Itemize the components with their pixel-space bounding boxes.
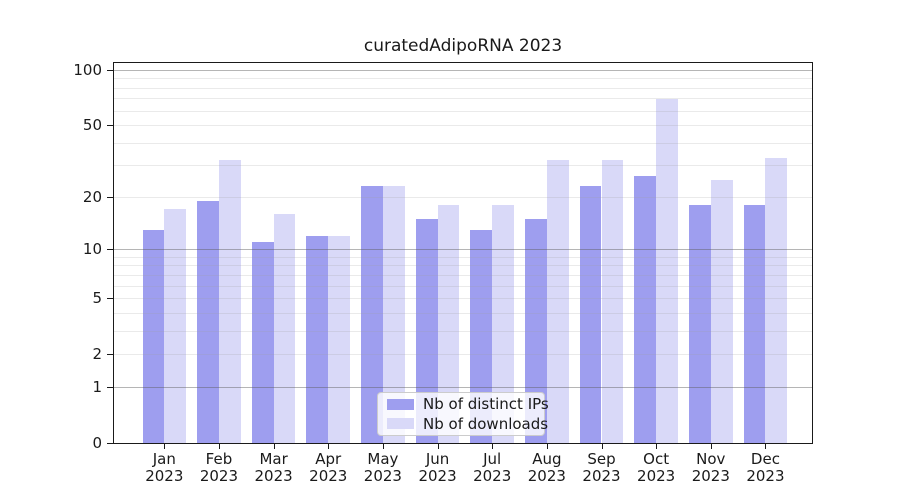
x-tick-label: Feb 2023 bbox=[199, 450, 239, 485]
x-tick-mark bbox=[492, 444, 494, 449]
x-tick-mark bbox=[382, 444, 384, 449]
y-tick-label: 20 bbox=[82, 187, 102, 206]
bar-distinct-ips bbox=[306, 235, 329, 443]
bar-distinct-ips bbox=[525, 218, 547, 443]
bar-downloads bbox=[382, 186, 405, 443]
bar-distinct-ips bbox=[197, 200, 219, 443]
x-tick-label: Aug 2023 bbox=[527, 450, 566, 485]
y-tick-label: 100 bbox=[73, 60, 102, 79]
x-tick-mark bbox=[656, 444, 658, 449]
x-tick-label: Oct 2023 bbox=[637, 450, 676, 485]
legend-swatch-distinct-ips bbox=[387, 398, 414, 410]
y-tick-label: 10 bbox=[82, 240, 102, 259]
x-tick-mark bbox=[164, 444, 166, 449]
bar-downloads bbox=[218, 160, 241, 443]
y-tick-mark bbox=[107, 298, 113, 300]
legend-label-distinct-ips: Nb of distinct IPs bbox=[423, 395, 549, 414]
x-tick-label: Jul 2023 bbox=[473, 450, 512, 485]
minor-gridline bbox=[114, 142, 812, 144]
x-tick-mark bbox=[546, 444, 548, 449]
legend-item-distinct-ips: Nb of distinct IPs bbox=[378, 395, 549, 413]
y-tick-label: 0 bbox=[92, 434, 102, 452]
y-tick-label: 5 bbox=[92, 289, 102, 308]
minor-gridline bbox=[114, 87, 812, 89]
bar-downloads bbox=[765, 157, 788, 443]
bar-downloads bbox=[437, 204, 460, 443]
bar-downloads bbox=[601, 160, 624, 443]
y-tick-mark bbox=[107, 249, 113, 251]
bar-downloads bbox=[328, 235, 351, 443]
plot-area: Nb of distinct IPs Nb of downloads bbox=[113, 62, 813, 444]
x-tick-label: Dec 2023 bbox=[746, 450, 785, 485]
minor-gridline bbox=[114, 78, 812, 80]
bar-distinct-ips bbox=[689, 204, 711, 443]
x-tick-mark bbox=[328, 444, 330, 449]
x-tick-label: May 2023 bbox=[363, 450, 402, 485]
major-gridline bbox=[114, 69, 812, 71]
y-tick-label: 50 bbox=[82, 116, 102, 135]
x-tick-label: Jun 2023 bbox=[418, 450, 457, 485]
y-tick-mark bbox=[107, 196, 113, 198]
y-tick-mark bbox=[107, 386, 113, 388]
x-tick-mark bbox=[765, 444, 767, 449]
minor-gridline bbox=[114, 110, 812, 112]
y-tick-mark bbox=[107, 443, 113, 444]
y-tick-mark bbox=[107, 354, 113, 356]
x-tick-label: Mar 2023 bbox=[254, 450, 293, 485]
bar-distinct-ips bbox=[251, 242, 274, 443]
bar-distinct-ips bbox=[579, 186, 602, 443]
y-tick-label: 1 bbox=[92, 377, 102, 396]
bar-distinct-ips bbox=[361, 186, 383, 443]
x-tick-mark bbox=[710, 444, 712, 449]
x-tick-mark bbox=[601, 444, 603, 449]
bar-downloads bbox=[710, 179, 733, 443]
x-tick-label: Sep 2023 bbox=[582, 450, 621, 485]
minor-gridline bbox=[114, 98, 812, 100]
x-tick-label: Nov 2023 bbox=[691, 450, 730, 485]
legend-item-downloads: Nb of downloads bbox=[378, 415, 548, 433]
legend: Nb of distinct IPs Nb of downloads bbox=[377, 392, 549, 436]
legend-swatch-downloads bbox=[387, 418, 414, 430]
bar-distinct-ips bbox=[470, 229, 493, 443]
chart-title: curatedAdipoRNA 2023 bbox=[363, 36, 563, 56]
bar-distinct-ips bbox=[142, 229, 165, 443]
bar-distinct-ips bbox=[634, 176, 657, 443]
bar-downloads bbox=[273, 213, 296, 443]
minor-gridline bbox=[114, 125, 812, 127]
bar-downloads bbox=[546, 160, 569, 443]
legend-label-downloads: Nb of downloads bbox=[423, 414, 549, 433]
bar-distinct-ips bbox=[743, 204, 766, 443]
x-tick-label: Jan 2023 bbox=[145, 450, 184, 485]
x-tick-mark bbox=[273, 444, 275, 449]
bar-distinct-ips bbox=[415, 218, 438, 443]
x-tick-mark bbox=[437, 444, 439, 449]
x-tick-label: Apr 2023 bbox=[309, 450, 348, 485]
bar-downloads bbox=[656, 99, 678, 443]
x-tick-mark bbox=[218, 444, 220, 449]
y-tick-label: 2 bbox=[92, 345, 102, 364]
bar-downloads bbox=[492, 204, 514, 443]
y-tick-mark bbox=[107, 69, 113, 71]
y-tick-mark bbox=[107, 125, 113, 127]
bar-downloads bbox=[164, 209, 187, 443]
